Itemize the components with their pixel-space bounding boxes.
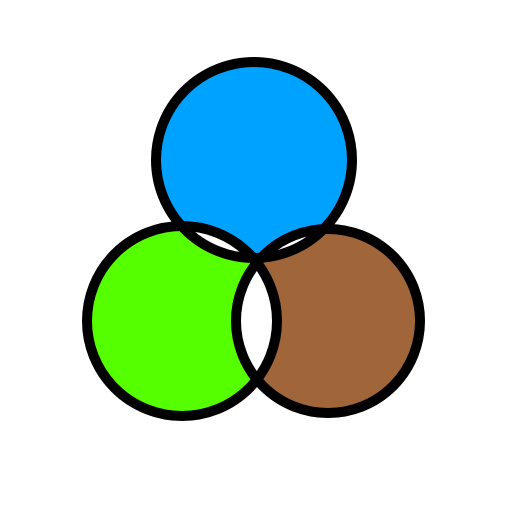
- circle-bottom-right-outline: [231, 224, 425, 418]
- circle-top-fill: [156, 62, 352, 258]
- circle-bottom-left-fill: [87, 226, 277, 416]
- circle-bottom-right-fill: [236, 229, 420, 413]
- circle-bottom-left-outline: [82, 221, 282, 421]
